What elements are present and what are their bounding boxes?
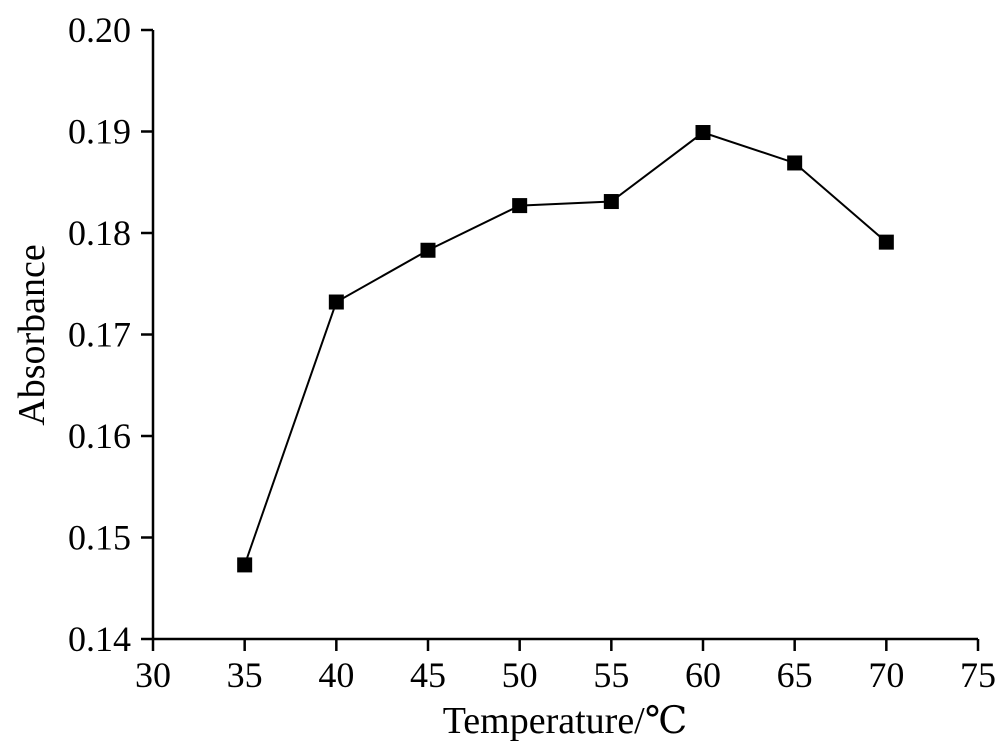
data-point [420, 242, 436, 258]
y-tick-label: 0.14 [68, 619, 131, 659]
data-point [695, 125, 711, 141]
y-tick-label: 0.18 [68, 213, 131, 253]
data-point [603, 194, 619, 210]
data-point [878, 234, 894, 250]
x-tick-label: 60 [685, 655, 721, 695]
y-tick-label: 0.19 [68, 112, 131, 152]
x-tick-label: 35 [227, 655, 263, 695]
x-tick-label: 75 [960, 655, 996, 695]
y-tick-label: 0.16 [68, 416, 131, 456]
x-tick-label: 45 [410, 655, 446, 695]
x-tick-label: 50 [502, 655, 538, 695]
axes: 0.14 0.15 0.16 0.17 0.18 0.19 0.20 30 35 40 45 50 55… [68, 10, 996, 695]
data-point [512, 198, 528, 214]
data-point [237, 557, 253, 573]
x-tick-label: 55 [593, 655, 629, 695]
y-tick-label: 0.17 [68, 315, 131, 355]
y-tick-label: 0.15 [68, 518, 131, 558]
series-line [243, 131, 887, 566]
y-tick-label: 0.20 [68, 10, 131, 50]
x-tick-label: 65 [777, 655, 813, 695]
x-tick-label: 40 [318, 655, 354, 695]
x-tick-label: 70 [868, 655, 904, 695]
series-layer [237, 125, 894, 573]
data-point [328, 294, 344, 310]
y-axis-title: Absorbance [11, 244, 53, 425]
x-axis-title: Temperature/℃ [443, 700, 688, 742]
x-tick-label: 30 [135, 655, 171, 695]
data-point [787, 155, 803, 171]
